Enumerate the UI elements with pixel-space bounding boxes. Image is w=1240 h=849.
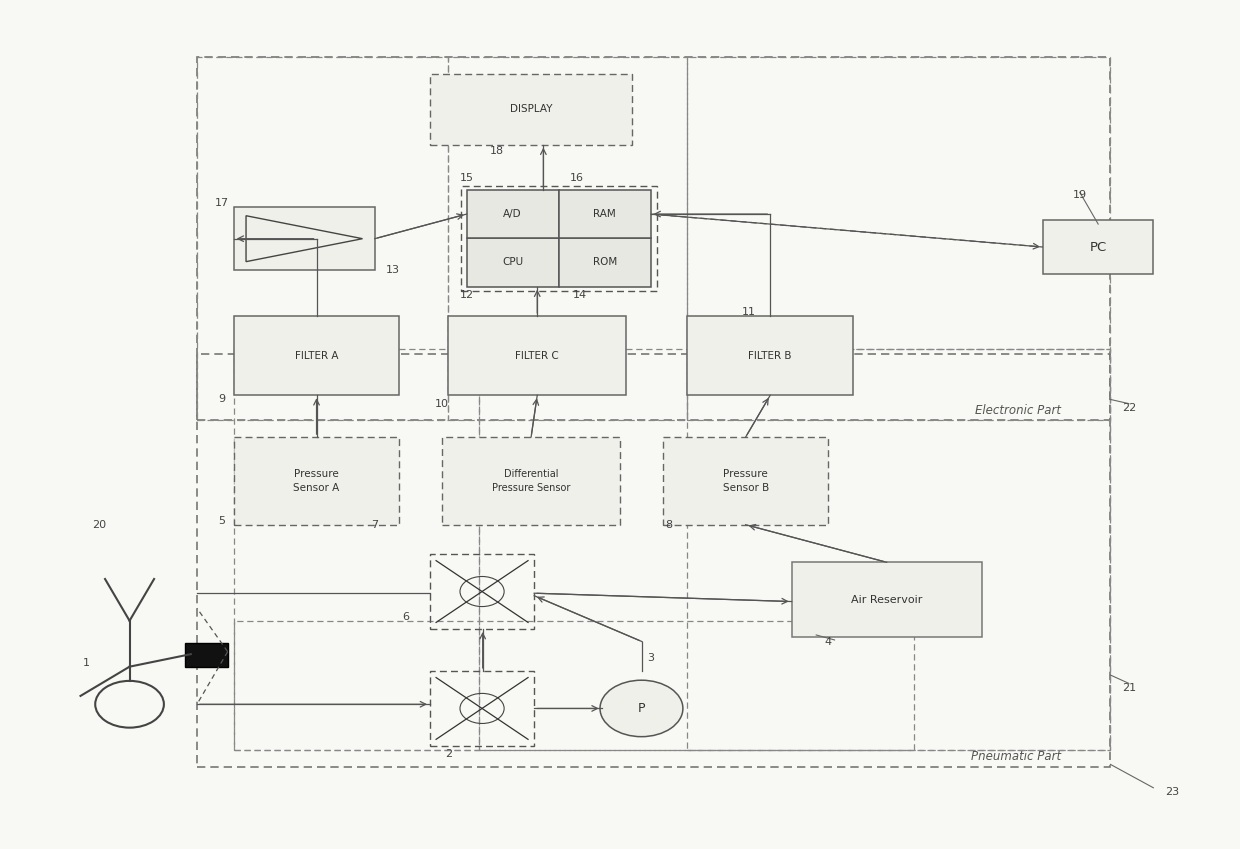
Bar xyxy=(479,349,1111,751)
Text: Differential
Pressure Sensor: Differential Pressure Sensor xyxy=(492,469,570,493)
Bar xyxy=(185,644,228,666)
Text: 17: 17 xyxy=(215,198,228,208)
Bar xyxy=(197,57,449,420)
Bar xyxy=(1043,220,1153,274)
Bar xyxy=(234,316,399,396)
Bar xyxy=(430,74,632,144)
Text: Pneumatic Part: Pneumatic Part xyxy=(971,751,1061,763)
Text: 10: 10 xyxy=(435,399,449,408)
Bar xyxy=(197,57,1111,420)
Bar xyxy=(234,207,374,270)
Text: 6: 6 xyxy=(402,611,409,621)
Bar xyxy=(197,353,1111,767)
Text: 16: 16 xyxy=(570,173,584,183)
Text: ROM: ROM xyxy=(593,257,616,267)
Text: 18: 18 xyxy=(490,145,505,155)
Bar xyxy=(234,349,479,751)
Text: 1: 1 xyxy=(83,657,91,667)
Text: A/D: A/D xyxy=(503,209,522,219)
Text: RAM: RAM xyxy=(593,209,616,219)
Bar xyxy=(443,437,620,525)
Text: P: P xyxy=(637,702,645,715)
Bar xyxy=(559,239,651,287)
Text: FILTER A: FILTER A xyxy=(295,351,339,361)
Text: 11: 11 xyxy=(742,306,755,317)
Bar xyxy=(466,190,559,239)
Text: PC: PC xyxy=(1090,240,1107,254)
Text: Air Reservoir: Air Reservoir xyxy=(851,595,923,604)
Text: 9: 9 xyxy=(218,395,226,404)
Bar xyxy=(466,239,559,287)
Text: 20: 20 xyxy=(92,520,105,530)
Bar xyxy=(234,621,914,751)
Text: Pressure
Sensor A: Pressure Sensor A xyxy=(294,469,340,493)
Text: FILTER B: FILTER B xyxy=(749,351,792,361)
Bar xyxy=(687,57,1111,420)
Bar xyxy=(234,437,399,525)
Bar xyxy=(559,190,651,239)
Bar xyxy=(663,437,828,525)
Bar xyxy=(430,554,534,629)
Bar xyxy=(460,186,657,291)
Bar xyxy=(687,316,853,396)
Text: 22: 22 xyxy=(1122,402,1136,413)
Text: 2: 2 xyxy=(445,750,451,759)
Text: 21: 21 xyxy=(1122,683,1136,693)
Text: Electronic Part: Electronic Part xyxy=(976,403,1061,417)
Text: 13: 13 xyxy=(386,265,401,275)
Text: 19: 19 xyxy=(1073,190,1086,200)
Text: 14: 14 xyxy=(573,290,587,300)
Text: 15: 15 xyxy=(460,173,474,183)
Text: Pressure
Sensor B: Pressure Sensor B xyxy=(723,469,769,493)
Bar xyxy=(449,316,626,396)
Text: FILTER C: FILTER C xyxy=(516,351,559,361)
Text: 12: 12 xyxy=(460,290,474,300)
Bar xyxy=(791,562,982,638)
Text: DISPLAY: DISPLAY xyxy=(510,104,552,115)
Text: 7: 7 xyxy=(371,520,378,530)
Circle shape xyxy=(600,680,683,737)
Bar xyxy=(687,349,1111,751)
Text: 8: 8 xyxy=(666,520,672,530)
Bar xyxy=(430,671,534,746)
Text: 4: 4 xyxy=(825,637,832,647)
Bar xyxy=(449,57,687,420)
Text: 23: 23 xyxy=(1164,787,1179,797)
Text: 5: 5 xyxy=(218,515,224,526)
Text: 3: 3 xyxy=(647,654,655,663)
Text: CPU: CPU xyxy=(502,257,523,267)
